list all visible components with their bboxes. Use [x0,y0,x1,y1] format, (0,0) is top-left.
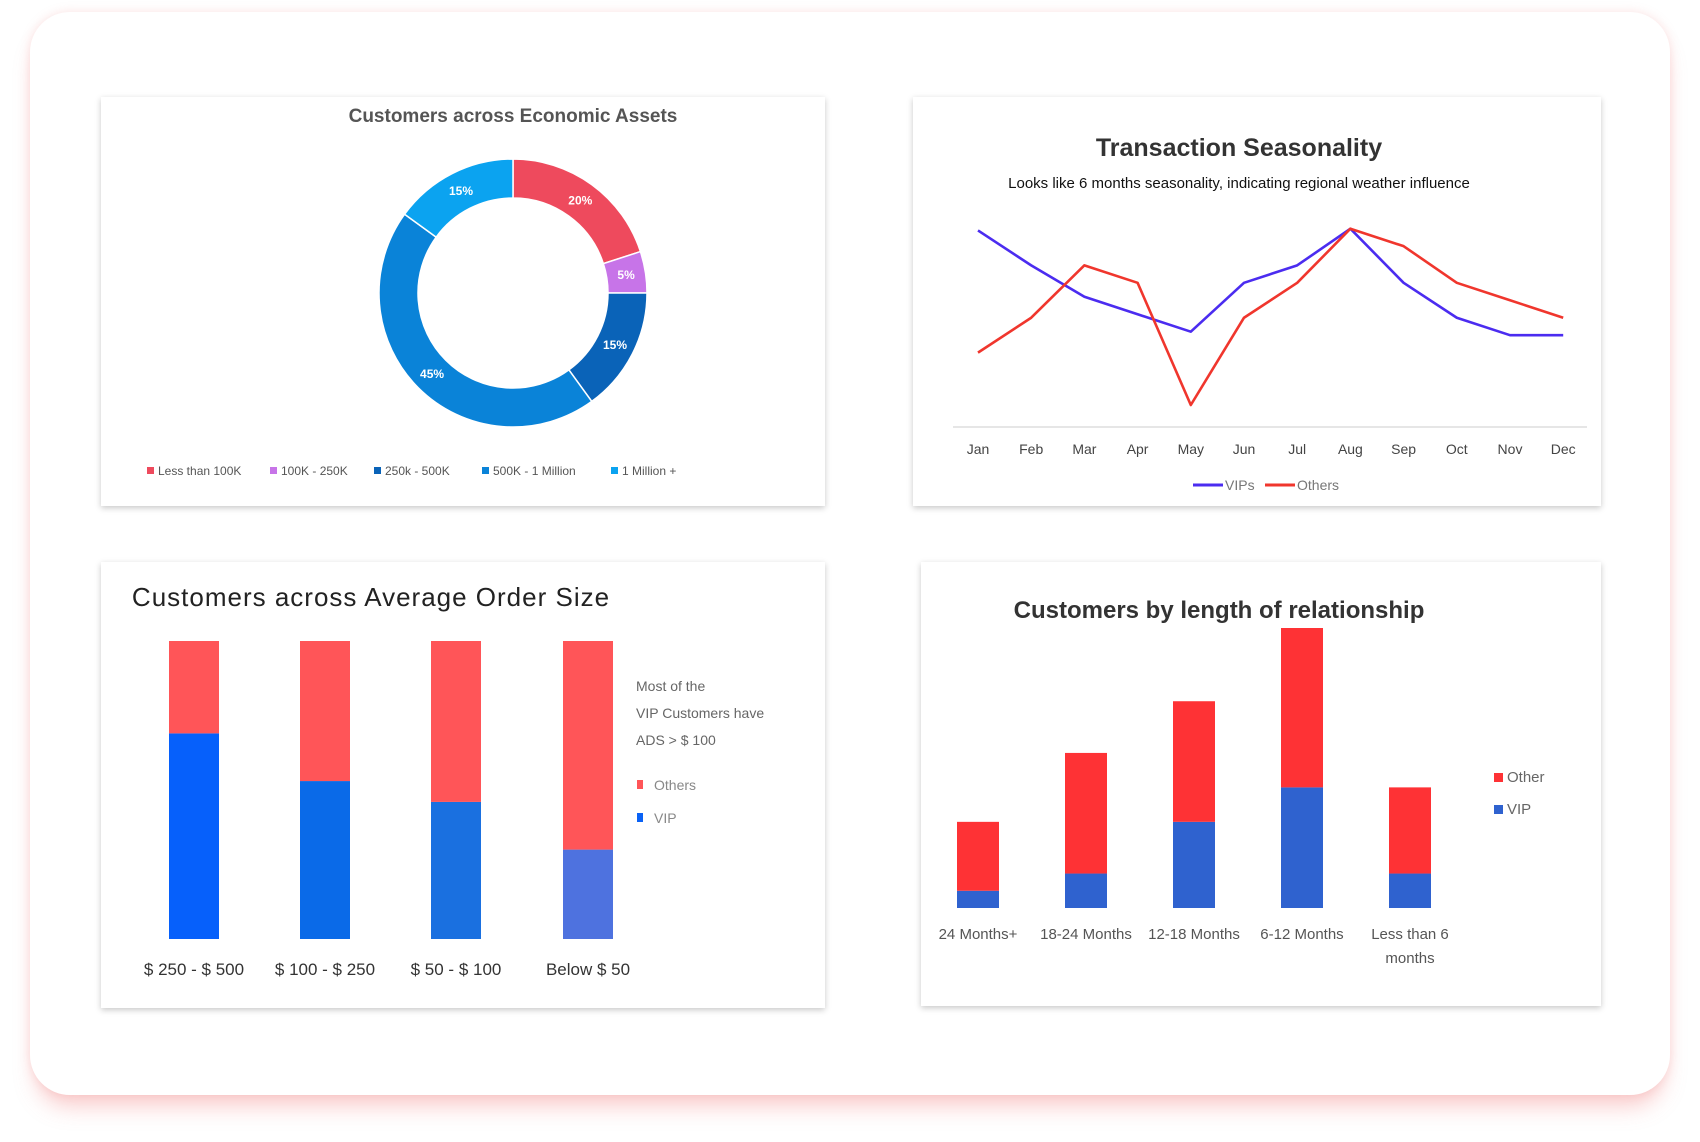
legend-label-250k-500k: 250k - 500K [385,464,450,478]
x-tick-label-50-100: $ 50 - $ 100 [411,960,502,979]
legend-swatch-others [637,780,643,789]
economic-assets-card: Customers across Economic Assets 20% 5% 15… [101,97,825,506]
x-tick-label: 6-12 Months [1260,926,1343,943]
x-tick-label-below-50: Below $ 50 [546,960,630,979]
bar-vip-less-than-6-months [1389,873,1431,908]
x-tick-label-jun: Jun [1233,441,1256,457]
chart-title: Customers across Economic Assets [349,106,678,127]
series-line-vips [977,227,1564,337]
legend-label-500k-1-million: 500K - 1 Million [493,464,576,478]
chart-title: Customers by length of relationship [1014,597,1425,624]
legend-swatch-500k-1-million [482,467,489,474]
chart-subtitle: Looks like 6 months seasonality, indicat… [1008,175,1470,192]
chart-title: Customers across Average Order Size [132,582,610,612]
average-order-size-card: Customers across Average Order Size $ 25… [101,562,825,1008]
donut-data-label: 5% [617,268,635,282]
x-tick-label: Less than 6 [1371,926,1449,943]
x-tick-label-mar: Mar [1072,441,1096,457]
bar-other-18-24-months [1065,752,1107,874]
legend-label-other: Other [1507,769,1545,786]
legend-label-vips: VIPs [1225,477,1255,493]
x-tick-label-aug: Aug [1338,441,1363,457]
bar-others-250-500 [169,641,219,734]
donut-slice-less-than-100k [512,158,642,265]
legend-label-100k-250k: 100K - 250K [281,464,348,478]
x-tick-label-nov: Nov [1498,441,1523,457]
bar-other-less-than-6-months [1389,787,1431,874]
x-tick-label-oct: Oct [1446,441,1468,457]
x-tick-label: 12-18 Months [1148,926,1240,943]
x-tick-label-jul: Jul [1288,441,1306,457]
legend-swatch-vip [637,813,643,822]
bar-vip-24-months [957,890,999,908]
transaction-seasonality-line-chart: Transaction Seasonality Looks like 6 mon… [953,134,1587,493]
annotation-text: ADS > $ 100 [636,732,716,748]
bar-others-50-100 [431,641,481,802]
legend-swatch-less-than-100k [147,467,154,474]
bar-vip-250-500 [169,733,219,939]
bar-others-100-250 [300,641,350,782]
donut-data-label: 15% [603,338,627,352]
donut-data-label: 20% [568,193,592,207]
legend-label-less-than-100k: Less than 100K [158,464,241,478]
donut-data-label: 45% [420,367,444,381]
annotation-text: VIP Customers have [636,705,764,721]
x-tick-label-sep: Sep [1391,441,1416,457]
legend-swatch-1-million [611,467,618,474]
x-tick-label-may: May [1178,441,1204,457]
legend-swatch-100k-250k [270,467,277,474]
transaction-seasonality-card: Transaction Seasonality Looks like 6 mon… [913,97,1601,506]
legend-label-vip: VIP [1507,801,1531,818]
donut-slice-1-million [403,158,514,239]
x-tick-label-100-250: $ 100 - $ 250 [275,960,375,979]
x-tick-label-dec: Dec [1551,441,1576,457]
x-tick-label-250-500: $ 250 - $ 500 [144,960,244,979]
bar-vip-50-100 [431,801,481,939]
legend-swatch-250k-500k [374,467,381,474]
bar-vip-6-12-months [1281,787,1323,908]
x-tick-label-apr: Apr [1127,441,1149,457]
legend-swatch-vip [1494,805,1503,814]
chart-title: Transaction Seasonality [1096,134,1382,162]
x-tick-label: months [1385,950,1434,967]
series-line-others [977,227,1564,407]
x-tick-label-feb: Feb [1019,441,1043,457]
donut-slice-500k-1-million [378,213,593,428]
x-tick-label: 18-24 Months [1040,926,1132,943]
bar-vip-100-250 [300,781,350,939]
legend-label-vip: VIP [654,810,677,826]
x-tick-label-jan: Jan [967,441,990,457]
bar-other-12-18-months [1173,701,1215,822]
legend-label-others: Others [1297,477,1339,493]
economic-assets-donut-chart: Customers across Economic Assets 20% 5% 15… [147,106,678,478]
bar-vip-18-24-months [1065,873,1107,908]
relationship-length-stacked-bar-chart: Customers by length of relationship 24 M… [939,597,1545,967]
legend-label-1-million: 1 Million + [622,464,676,478]
bar-other-24-months [957,821,999,891]
bar-other-6-12-months [1281,628,1323,788]
annotation-text: Most of the [636,678,705,694]
average-order-size-stacked-bar-chart: Customers across Average Order Size $ 25… [132,582,764,979]
bar-vip-12-18-months [1173,821,1215,908]
bar-vip-below-50 [563,849,613,939]
legend-swatch-other [1494,773,1503,782]
donut-data-label: 15% [449,184,473,198]
bar-others-below-50 [563,641,613,850]
x-tick-label: 24 Months+ [939,926,1018,943]
legend-label-others: Others [654,777,696,793]
relationship-length-card: Customers by length of relationship 24 M… [921,562,1601,1006]
